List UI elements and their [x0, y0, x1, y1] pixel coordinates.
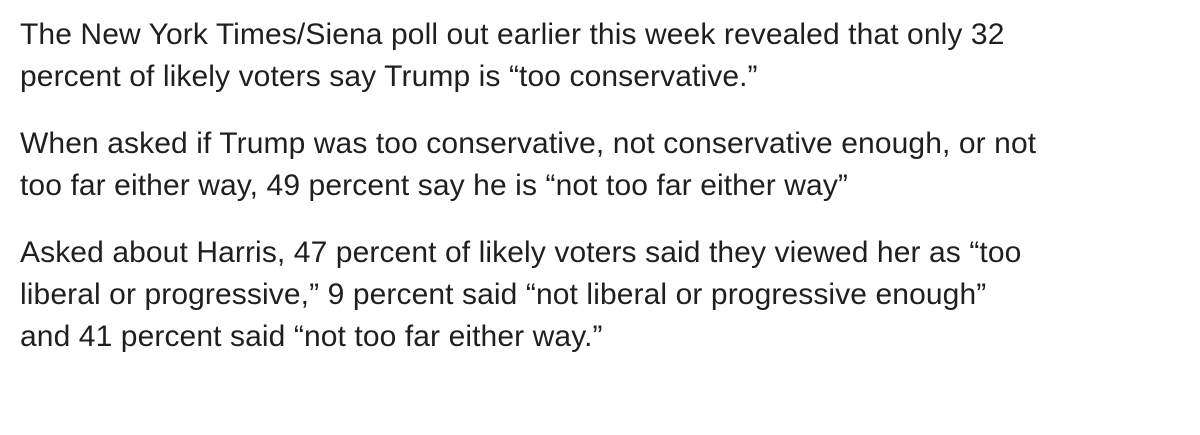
text-line: too far either way, 49 percent say he is…	[20, 169, 849, 202]
paragraph-poll-summary: The New York Times/Siena poll out earlie…	[20, 14, 1190, 98]
text-line: The New York Times/Siena poll out earlie…	[20, 18, 1005, 51]
text-line: percent of likely voters say Trump is “t…	[20, 60, 758, 93]
article-body: The New York Times/Siena poll out earlie…	[20, 14, 1190, 358]
text-line: When asked if Trump was too conservative…	[20, 127, 1037, 160]
text-line: and 41 percent said “not too far either …	[20, 320, 603, 353]
paragraph-trump-result: When asked if Trump was too conservative…	[20, 123, 1190, 207]
text-line: Asked about Harris, 47 percent of likely…	[20, 236, 1022, 269]
paragraph-harris-result: Asked about Harris, 47 percent of likely…	[20, 232, 1190, 358]
text-line: liberal or progressive,” 9 percent said …	[20, 278, 987, 311]
